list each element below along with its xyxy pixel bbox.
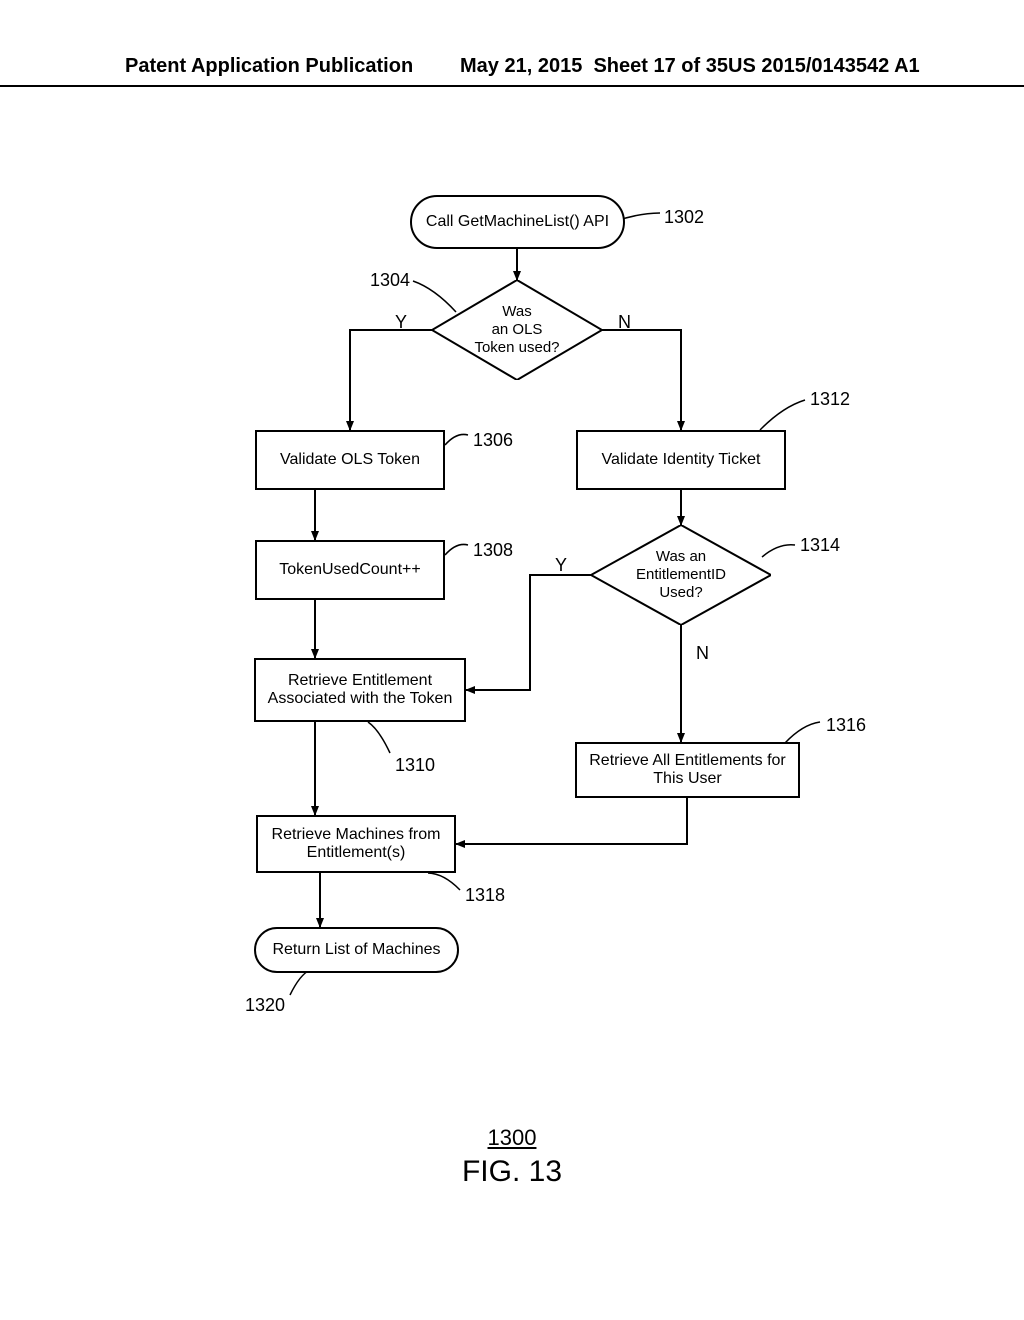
- node-1316: Retrieve All Entitlements forThis User: [575, 742, 800, 798]
- page: Patent Application Publication May 21, 2…: [0, 0, 1024, 1320]
- node-label: Wasan OLSToken used?: [432, 303, 602, 357]
- node-1308: TokenUsedCount++: [255, 540, 445, 600]
- ref-label-1320: 1320: [245, 995, 285, 1016]
- figure-caption: FIG. 13: [0, 1155, 1024, 1189]
- ref-label-1302: 1302: [664, 207, 704, 228]
- date-text: May 21, 2015: [460, 55, 582, 77]
- node-1304: Wasan OLSToken used?: [432, 280, 602, 380]
- ref-label-1312: 1312: [810, 389, 850, 410]
- sheet-text: Sheet 17 of 35: [593, 55, 728, 77]
- ref-label-1308: 1308: [473, 540, 513, 561]
- ref-label-1306: 1306: [473, 430, 513, 451]
- ref-label-1304: 1304: [370, 270, 410, 291]
- node-1310: Retrieve EntitlementAssociated with the …: [254, 658, 466, 722]
- branch-label: N: [618, 312, 631, 333]
- figure-number: 1300: [0, 1125, 1024, 1151]
- branch-label: Y: [555, 555, 567, 576]
- node-1302: Call GetMachineList() API: [410, 195, 625, 249]
- node-1312: Validate Identity Ticket: [576, 430, 786, 490]
- ref-label-1314: 1314: [800, 535, 840, 556]
- ref-label-1316: 1316: [826, 715, 866, 736]
- node-1320: Return List of Machines: [254, 927, 459, 973]
- branch-label: Y: [395, 312, 407, 333]
- ref-label-1310: 1310: [395, 755, 435, 776]
- date-sheet-label: May 21, 2015 Sheet 17 of 35: [460, 55, 728, 78]
- page-header: Patent Application Publication May 21, 2…: [0, 85, 1024, 87]
- publication-label: Patent Application Publication: [125, 55, 413, 78]
- branch-label: N: [696, 643, 709, 664]
- publication-number: US 2015/0143542 A1: [728, 55, 920, 78]
- node-1306: Validate OLS Token: [255, 430, 445, 490]
- node-1314: Was anEntitlementIDUsed?: [591, 525, 771, 625]
- flowchart: Call GetMachineList() API Wasan OLSToken …: [0, 195, 1024, 1195]
- ref-label-1318: 1318: [465, 885, 505, 906]
- node-label: Was anEntitlementIDUsed?: [591, 548, 771, 602]
- node-1318: Retrieve Machines fromEntitlement(s): [256, 815, 456, 873]
